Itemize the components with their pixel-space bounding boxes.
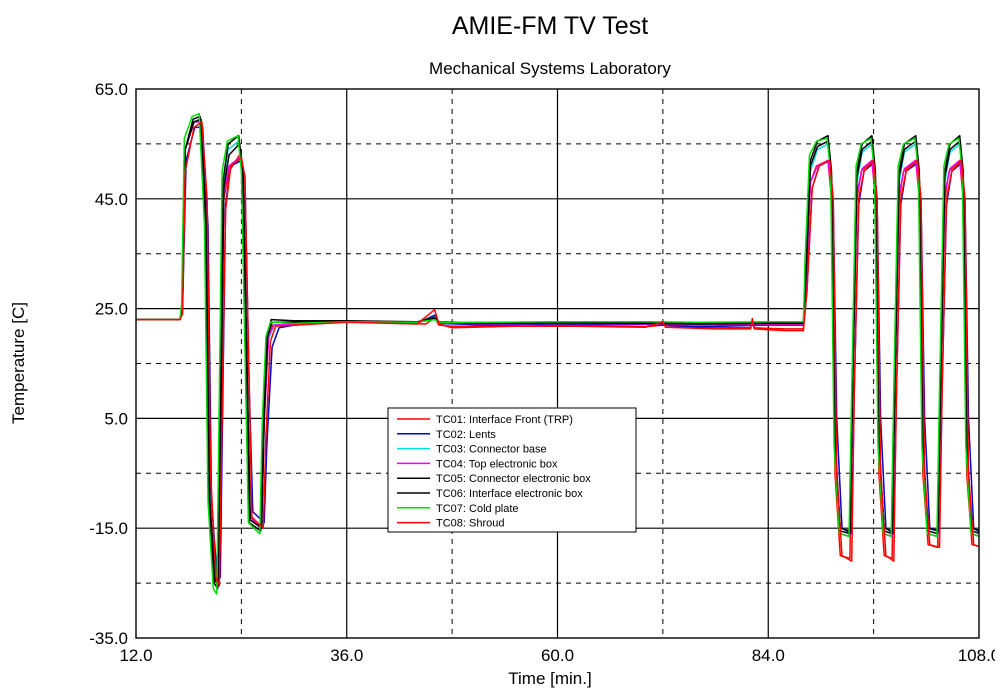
legend-label: TC05: Connector electronic box (436, 473, 591, 485)
legend-label: TC02: Lents (436, 429, 496, 441)
legend: TC01: Interface Front (TRP) TC02: Lents TC… (387, 407, 637, 533)
series-line-tc05 (136, 115, 979, 590)
x-axis-ticks: 12.0 36.0 60.0 84.0 108.0 (119, 646, 995, 665)
y-tick-label: -35.0 (89, 629, 128, 648)
chart-subtitle: Mechanical Systems Laboratory (429, 59, 671, 78)
y-tick-label: 45.0 (95, 190, 128, 209)
series-line-tc08 (136, 121, 979, 587)
y-tick-label: 5.0 (104, 409, 128, 428)
y-axis-label: Temperature [C] (9, 302, 28, 424)
legend-label: TC06: Interface electronic box (436, 488, 583, 500)
x-tick-label: 12.0 (119, 646, 152, 665)
legend-label: TC04: Top electronic box (436, 458, 558, 470)
y-tick-label: 65.0 (95, 80, 128, 99)
plot-frame (135, 88, 980, 639)
y-tick-label: 25.0 (95, 300, 128, 319)
legend-label: TC08: Shroud (436, 518, 504, 530)
legend-label: TC07: Cold plate (436, 503, 519, 515)
x-tick-label: 60.0 (541, 646, 574, 665)
y-axis-ticks: 65.0 45.0 25.0 5.0 -15.0 -35.0 (89, 80, 128, 648)
series-layer (136, 112, 979, 595)
legend-label: TC01: Interface Front (TRP) (436, 414, 573, 426)
x-axis-label: Time [min.] (508, 669, 591, 688)
x-tick-label: 108.0 (958, 646, 995, 665)
chart-title: AMIE-FM TV Test (452, 12, 648, 40)
x-tick-label: 36.0 (330, 646, 363, 665)
x-tick-label: 84.0 (752, 646, 785, 665)
series-line-tc07 (136, 112, 979, 595)
plot-clip (136, 112, 979, 595)
y-tick-label: -15.0 (89, 519, 128, 538)
legend-label: TC03: Connector base (436, 444, 547, 456)
legend-box (387, 407, 637, 533)
